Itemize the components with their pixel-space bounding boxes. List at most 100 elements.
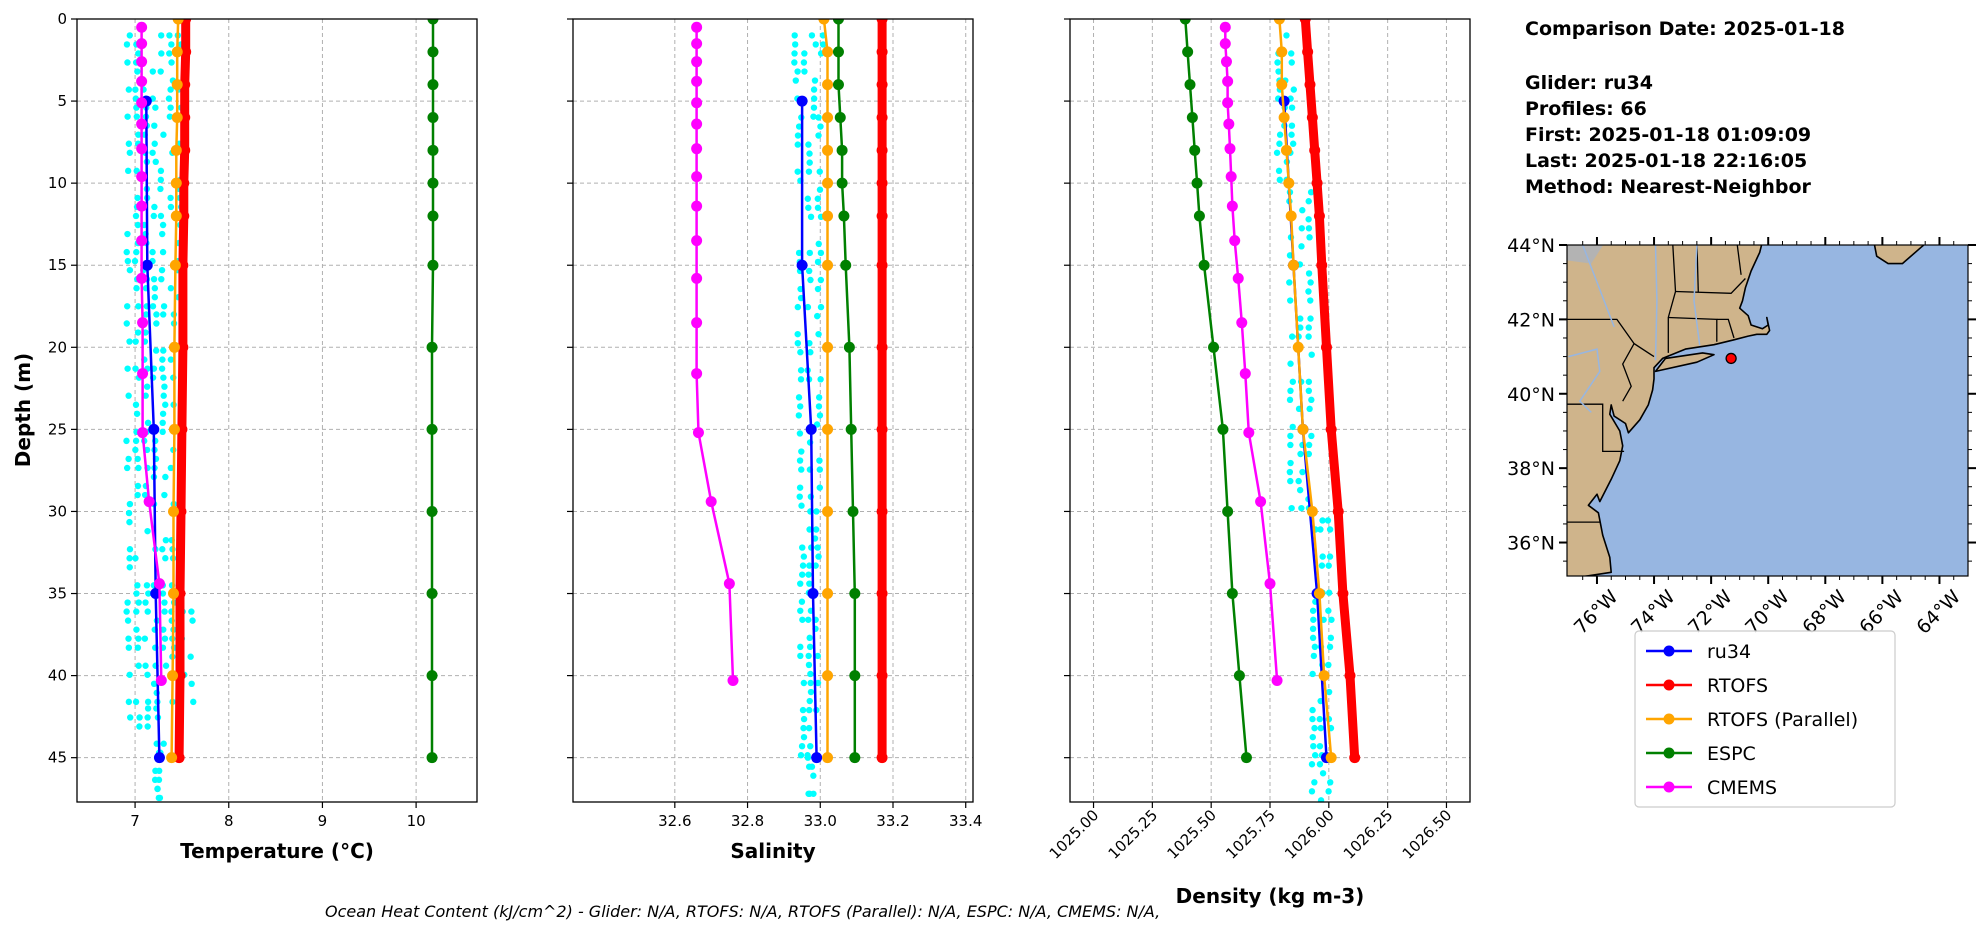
glider-scatter-point xyxy=(1286,396,1294,404)
glider-scatter-point xyxy=(816,168,823,175)
glider-scatter-point xyxy=(161,383,168,390)
series-cmems xyxy=(136,21,167,687)
glider-scatter-point xyxy=(157,212,165,220)
x-tick-label: 1025.75 xyxy=(1222,806,1279,863)
data-point xyxy=(822,177,834,189)
glider-scatter-point xyxy=(1311,643,1319,651)
glider-scatter-point xyxy=(1288,104,1296,111)
glider-scatter-point xyxy=(1316,742,1324,750)
x-tick-label: 8 xyxy=(224,812,234,830)
data-point xyxy=(1243,427,1255,439)
data-point xyxy=(1285,210,1297,222)
glider-scatter-point xyxy=(800,733,808,741)
glider-scatter xyxy=(791,32,827,797)
glider-scatter-point xyxy=(805,571,812,578)
glider-scatter-point xyxy=(1289,423,1296,431)
data-point xyxy=(1255,496,1267,508)
glider-scatter-point xyxy=(134,221,142,229)
glider-scatter-point xyxy=(155,776,163,784)
glider-scatter-point xyxy=(1295,477,1302,485)
glider-scatter-point xyxy=(1307,315,1314,322)
glider-scatter-point xyxy=(794,68,801,75)
glider-scatter-point xyxy=(153,320,160,327)
data-point xyxy=(141,259,153,271)
data-point xyxy=(691,75,703,87)
legend-item: ru34 xyxy=(1646,641,1751,663)
glider-scatter-point xyxy=(1325,562,1332,569)
glider-scatter-point xyxy=(166,32,173,39)
glider-scatter-point xyxy=(168,41,175,48)
glider-scatter-point xyxy=(791,32,798,39)
glider-scatter-point xyxy=(814,652,821,660)
glider-scatter-point xyxy=(1308,396,1315,404)
x-axis-label-salinity: Salinity xyxy=(730,839,815,863)
glider-scatter-point xyxy=(126,714,134,721)
plot-area xyxy=(691,19,888,797)
data-point xyxy=(136,235,148,247)
glider-scatter-point xyxy=(1297,315,1304,322)
data-point xyxy=(1283,177,1295,189)
glider-scatter-point xyxy=(143,383,151,390)
data-point xyxy=(705,496,717,508)
glider-scatter-point xyxy=(135,662,142,669)
glider-scatter-point xyxy=(1305,324,1312,331)
panel-0: 7 8 9 10 0 5 10 15 20 25 30 35 40 45 xyxy=(48,10,478,830)
glider-scatter-point xyxy=(1325,607,1332,614)
data-point xyxy=(727,675,739,687)
glider-scatter-point xyxy=(798,466,805,473)
glider-scatter-point xyxy=(167,464,175,472)
data-point xyxy=(876,259,888,271)
series-rtofs-parallel- xyxy=(166,19,184,764)
glider-scatter-point xyxy=(154,785,161,793)
glider-scatter-point xyxy=(161,599,168,606)
glider-scatter-point xyxy=(1309,607,1317,614)
glider-scatter-point xyxy=(1298,225,1305,232)
glider-scatter-point xyxy=(149,248,156,256)
glider-scatter-point xyxy=(1288,333,1296,340)
glider-scatter-point xyxy=(794,330,801,338)
data-point xyxy=(1193,210,1205,222)
glider-scatter-point xyxy=(159,419,166,427)
glider-scatter-point xyxy=(796,484,804,491)
data-point xyxy=(1311,177,1323,189)
glider-scatter-point xyxy=(1305,450,1313,458)
data-point xyxy=(822,259,834,271)
y-tick-label: 30 xyxy=(48,502,67,520)
data-point xyxy=(876,19,888,25)
data-point xyxy=(1264,578,1276,590)
glider-scatter-point xyxy=(817,276,825,284)
glider-scatter-point xyxy=(133,626,140,633)
glider-scatter-point xyxy=(159,546,166,553)
data-point xyxy=(1332,505,1344,517)
data-point xyxy=(822,505,834,517)
data-point xyxy=(796,259,808,271)
glider-scatter-point xyxy=(1288,504,1295,512)
glider-scatter-point xyxy=(1290,86,1297,93)
data-point xyxy=(170,177,182,189)
glider-scatter-point xyxy=(162,536,170,544)
x-tick-label: 1026.00 xyxy=(1281,806,1338,863)
x-tick-label: 32.8 xyxy=(731,812,764,830)
location-map: 36°N38°N40°N42°N44°N76°W 74°W 72°W 70°W 68°W… xyxy=(1507,235,1976,639)
data-point xyxy=(691,118,703,130)
legend-item: CMEMS xyxy=(1646,777,1777,799)
glider-scatter-point xyxy=(1274,59,1281,66)
axes-frame xyxy=(572,18,974,803)
data-point xyxy=(136,143,148,155)
glider-scatter-point xyxy=(1288,131,1295,138)
glider-scatter-point xyxy=(791,59,798,66)
glider-scatter-point xyxy=(157,176,165,184)
glider-scatter-point xyxy=(808,763,816,770)
series-rtofs-parallel- xyxy=(1273,19,1337,764)
river xyxy=(1568,348,1601,413)
glider-scatter-point xyxy=(1328,616,1335,623)
glider-scatter-point xyxy=(162,662,170,669)
glider-scatter-point xyxy=(187,653,194,660)
glider-scatter-point xyxy=(1319,517,1326,524)
series-rtofs xyxy=(876,19,888,764)
glider-scatter-point xyxy=(126,266,134,274)
river xyxy=(1654,245,1658,361)
glider-scatter-point xyxy=(796,430,804,437)
data-point xyxy=(1220,56,1232,68)
glider-scatter-point xyxy=(145,590,152,597)
